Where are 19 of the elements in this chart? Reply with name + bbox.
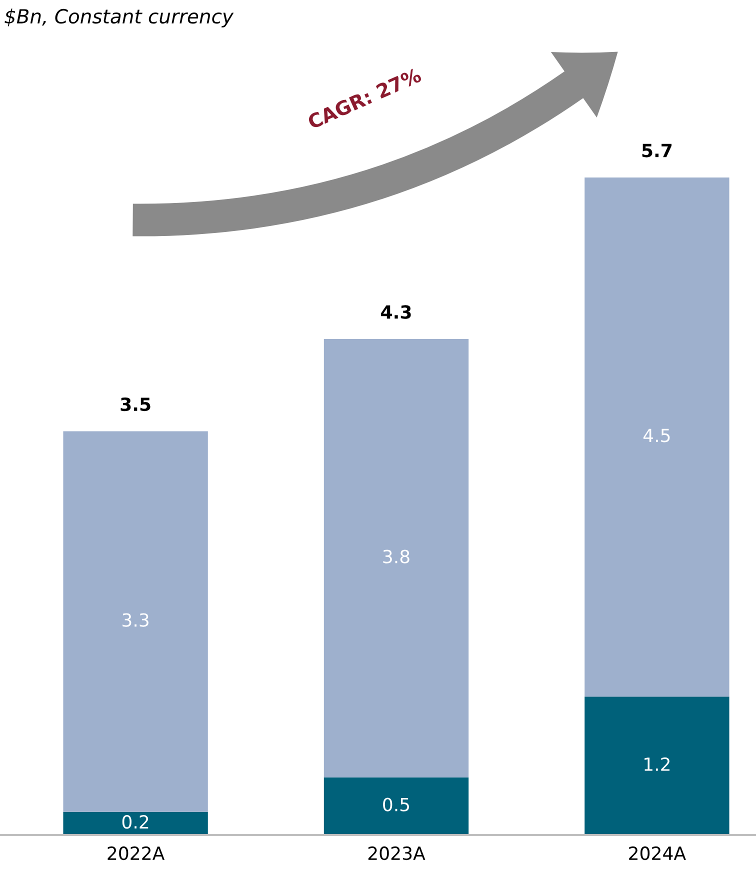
chart-title: $Bn, Constant currency <box>4 8 234 28</box>
data-label: 0.2 <box>122 815 148 829</box>
data-label: 3.8 <box>383 550 410 564</box>
x-tick-label: 2024A <box>629 846 686 860</box>
bar <box>63 812 208 835</box>
data-label: 4.5 <box>643 428 670 442</box>
total-label: 5.7 <box>642 144 672 158</box>
bar <box>584 178 730 697</box>
bar <box>324 339 469 778</box>
total-label: 3.5 <box>120 397 150 412</box>
data-label: 0.5 <box>383 798 410 812</box>
x-tick-label: 2022A <box>108 846 165 860</box>
bar <box>63 431 208 812</box>
x-tick-label: 2023A <box>368 846 426 860</box>
bar <box>584 696 730 835</box>
total-label: 4.3 <box>381 305 411 319</box>
bar <box>324 777 469 835</box>
data-label: 1.2 <box>644 757 670 771</box>
data-label: 3.3 <box>122 613 148 627</box>
